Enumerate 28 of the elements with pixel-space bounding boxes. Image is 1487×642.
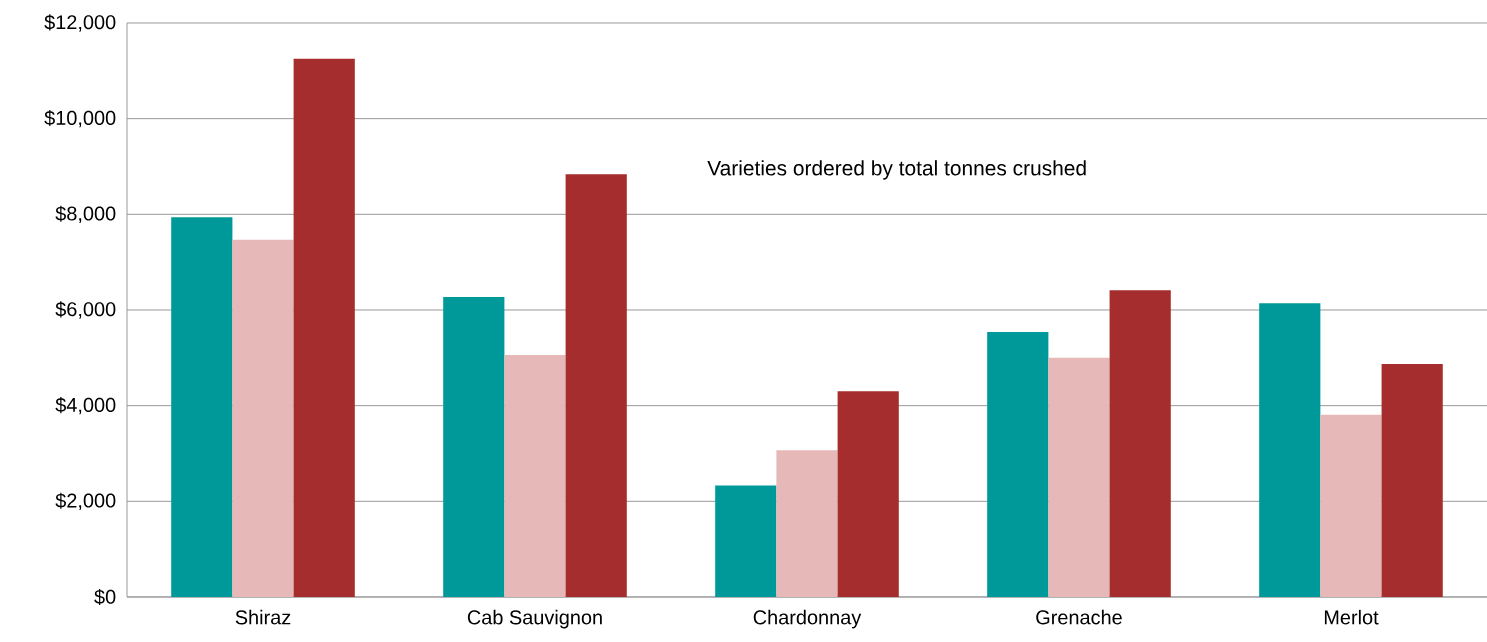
- bar: [715, 485, 777, 597]
- bar: [443, 297, 505, 597]
- y-tick-label: $10,000: [44, 110, 116, 128]
- bar: [293, 58, 355, 597]
- bar: [504, 354, 566, 597]
- y-tick-label: $8,000: [55, 205, 116, 223]
- x-tick-label: Grenache: [1036, 609, 1122, 625]
- y-tick-label: $4,000: [55, 397, 116, 415]
- y-tick-label: $12,000: [44, 14, 116, 32]
- x-tick-label: Chardonnay: [753, 609, 862, 629]
- bar: [565, 174, 627, 597]
- bar: [1259, 303, 1321, 597]
- bar: [1381, 364, 1443, 597]
- bar: [776, 450, 838, 597]
- x-tick-label: Cab Sauvignon: [467, 609, 602, 629]
- bar: [171, 217, 233, 597]
- y-tick-label: $2,000: [55, 492, 116, 510]
- y-tick-label: $6,000: [55, 301, 116, 319]
- bar: [232, 239, 294, 597]
- bar: [1048, 357, 1110, 597]
- bar: [1320, 414, 1382, 597]
- x-tick-label: Merlot: [1324, 609, 1379, 625]
- y-tick-label: $0: [94, 588, 116, 606]
- bar: [1109, 290, 1171, 597]
- bar: [837, 391, 899, 597]
- bar: [987, 331, 1049, 597]
- x-tick-label: Shiraz: [235, 609, 291, 625]
- annotation: Varieties ordered by total tonnes crushed: [707, 160, 1086, 180]
